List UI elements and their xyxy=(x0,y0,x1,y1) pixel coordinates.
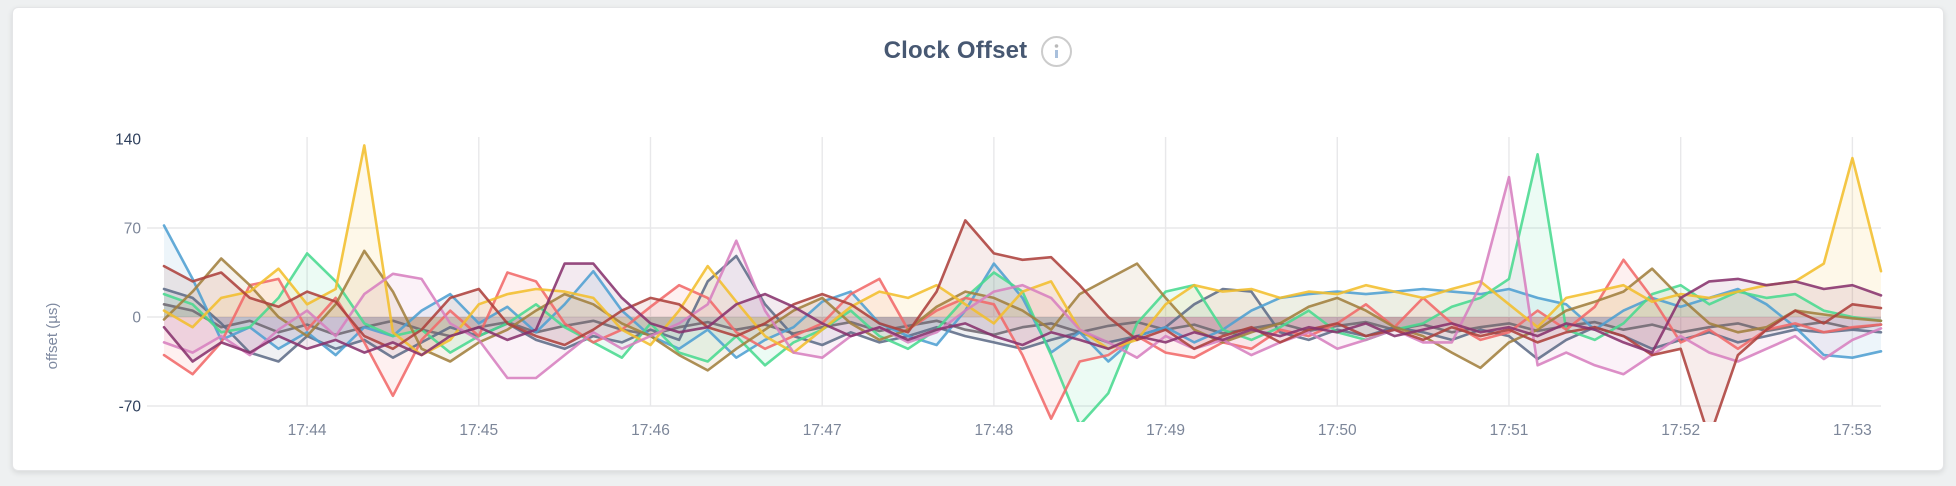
clock-offset-panel: Clock Offset offset (µs) 140 70 0 -70 17:44 1… xyxy=(12,7,1944,471)
x-tick-label: 17:51 xyxy=(1490,422,1529,439)
series-orchid-line xyxy=(162,175,1883,380)
series-gold-area xyxy=(164,145,1881,356)
x-tick-label: 17:44 xyxy=(288,422,327,439)
y-tick-label: -70 xyxy=(119,399,142,416)
chart-area: offset (µs) 140 70 0 -70 17:44 17:45 17:46 17:4… xyxy=(13,71,1943,451)
series-plum-area xyxy=(164,263,1881,362)
series-gold-line xyxy=(162,144,1883,357)
info-icon-glyph xyxy=(1055,43,1059,58)
series-salmon-line xyxy=(162,258,1883,421)
x-tick-label: 17:49 xyxy=(1146,422,1185,439)
y-tick-label: 70 xyxy=(124,221,142,238)
series-green-area xyxy=(164,154,1881,422)
y-tick-label: 140 xyxy=(115,132,141,149)
panel-header: Clock Offset xyxy=(13,8,1943,68)
x-tick-label: 17:52 xyxy=(1661,422,1700,439)
series-plum-line xyxy=(162,262,1883,363)
x-tick-label: 17:50 xyxy=(1318,422,1357,439)
series-salmon-area xyxy=(164,259,1881,419)
series-wine-line xyxy=(162,219,1883,422)
chart-title: Clock Offset xyxy=(883,37,1028,64)
y-tick-label: 0 xyxy=(132,310,141,327)
clock-offset-chart-canvas[interactable]: 140 70 0 -70 17:44 17:45 17:46 17:47 17:48 17:49 1… xyxy=(13,71,1943,451)
series-olive-line xyxy=(162,249,1883,372)
info-icon[interactable] xyxy=(1041,35,1073,67)
x-tick-label: 17:53 xyxy=(1833,422,1872,439)
x-tick-label: 17:46 xyxy=(631,422,670,439)
x-tick-label: 17:47 xyxy=(803,422,842,439)
y-axis-label: offset (µs) xyxy=(44,302,61,370)
x-tick-label: 17:48 xyxy=(974,422,1013,439)
x-tick-label: 17:45 xyxy=(459,422,498,439)
